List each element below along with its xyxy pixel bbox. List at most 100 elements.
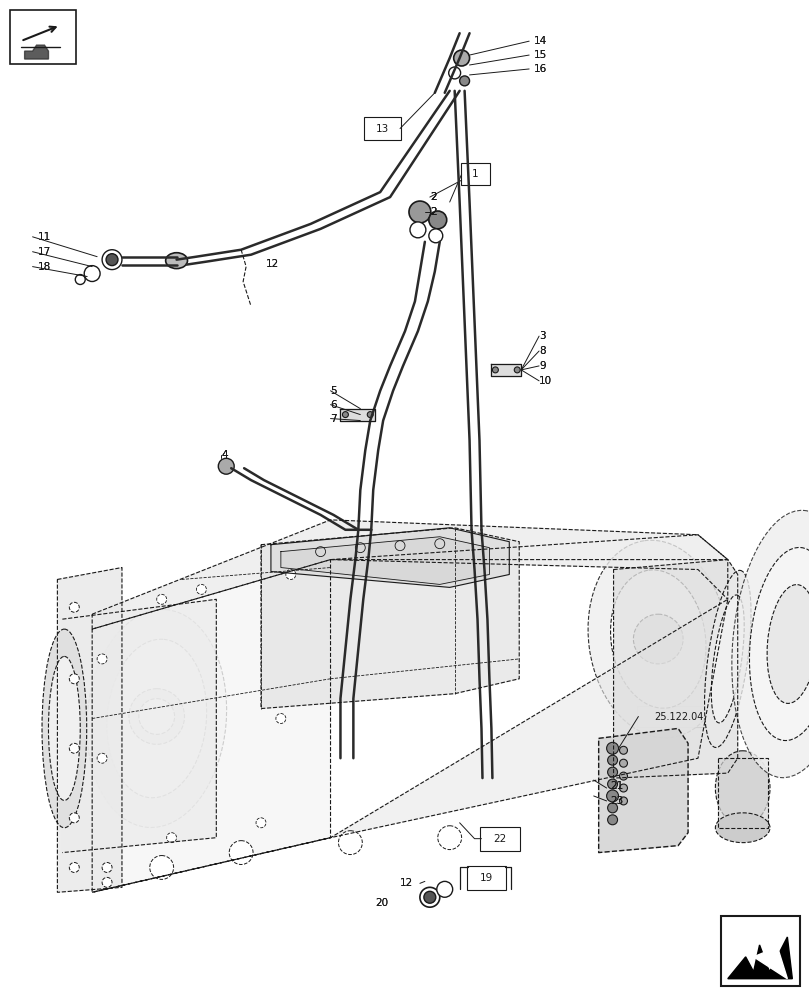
Circle shape [157, 594, 166, 604]
Text: 23: 23 [610, 796, 623, 806]
Polygon shape [727, 937, 792, 979]
Circle shape [459, 76, 469, 86]
Text: 4: 4 [221, 450, 228, 460]
Polygon shape [92, 520, 727, 629]
Polygon shape [271, 528, 508, 587]
Circle shape [428, 211, 446, 229]
Circle shape [606, 742, 618, 754]
Text: 17: 17 [37, 247, 51, 257]
Circle shape [633, 614, 682, 664]
Text: 12: 12 [400, 878, 413, 888]
Text: 3: 3 [539, 331, 545, 341]
Circle shape [129, 689, 184, 744]
Text: 6: 6 [330, 400, 337, 410]
Ellipse shape [42, 629, 87, 828]
Text: 9: 9 [539, 361, 545, 371]
FancyBboxPatch shape [480, 827, 520, 851]
Text: 17: 17 [37, 247, 51, 257]
Ellipse shape [49, 656, 80, 800]
Text: 2: 2 [429, 192, 436, 202]
Text: 23: 23 [610, 796, 623, 806]
Circle shape [102, 250, 122, 270]
Circle shape [607, 803, 617, 813]
Text: 2: 2 [429, 207, 436, 217]
Circle shape [607, 815, 617, 825]
Circle shape [419, 887, 440, 907]
Text: 7: 7 [330, 414, 337, 424]
Ellipse shape [749, 547, 811, 741]
Text: 15: 15 [534, 50, 547, 60]
Polygon shape [717, 758, 766, 828]
Text: 12: 12 [266, 259, 279, 269]
Circle shape [607, 755, 617, 765]
Polygon shape [260, 528, 518, 709]
Circle shape [367, 412, 373, 418]
Text: 21: 21 [610, 781, 623, 791]
Circle shape [409, 201, 431, 223]
Circle shape [513, 367, 520, 373]
Circle shape [196, 584, 206, 594]
Polygon shape [491, 364, 521, 376]
Circle shape [436, 881, 452, 897]
Text: 12: 12 [400, 878, 413, 888]
Circle shape [338, 831, 362, 855]
Ellipse shape [766, 585, 811, 703]
Circle shape [84, 266, 100, 282]
Ellipse shape [165, 253, 187, 269]
Text: 3: 3 [539, 331, 545, 341]
FancyBboxPatch shape [364, 117, 401, 140]
Polygon shape [92, 560, 330, 892]
Text: 9: 9 [539, 361, 545, 371]
FancyBboxPatch shape [10, 10, 76, 64]
Text: 22: 22 [493, 834, 506, 844]
Circle shape [97, 654, 107, 664]
Circle shape [448, 67, 460, 79]
Circle shape [102, 863, 112, 872]
Ellipse shape [87, 609, 226, 827]
Text: 15: 15 [534, 50, 547, 60]
Circle shape [410, 222, 425, 238]
Ellipse shape [714, 813, 769, 843]
Ellipse shape [704, 570, 750, 747]
FancyBboxPatch shape [720, 916, 800, 986]
Text: 21: 21 [610, 781, 623, 791]
Text: 16: 16 [534, 64, 547, 74]
Ellipse shape [714, 751, 769, 825]
Circle shape [218, 458, 234, 474]
Text: 7: 7 [330, 414, 337, 424]
Circle shape [69, 813, 79, 823]
Polygon shape [340, 409, 375, 421]
FancyBboxPatch shape [637, 706, 720, 727]
Text: 1: 1 [472, 169, 478, 179]
Circle shape [423, 891, 436, 903]
Polygon shape [24, 45, 49, 59]
Text: 19: 19 [479, 873, 492, 883]
Polygon shape [58, 568, 122, 892]
Circle shape [453, 50, 469, 66]
FancyBboxPatch shape [460, 163, 490, 185]
Circle shape [69, 674, 79, 684]
Text: 14: 14 [534, 36, 547, 46]
Polygon shape [62, 599, 216, 853]
Text: 13: 13 [375, 124, 388, 134]
Circle shape [619, 784, 627, 792]
Text: 5: 5 [330, 386, 337, 396]
Text: 18: 18 [37, 262, 51, 272]
Circle shape [437, 826, 461, 850]
Text: 25.122.04: 25.122.04 [654, 712, 703, 722]
Circle shape [229, 841, 253, 864]
Text: 8: 8 [539, 346, 545, 356]
Text: 4: 4 [221, 450, 228, 460]
Text: 10: 10 [539, 376, 551, 386]
Circle shape [342, 412, 348, 418]
Circle shape [75, 275, 85, 284]
Circle shape [491, 367, 498, 373]
Text: 8: 8 [539, 346, 545, 356]
Text: 10: 10 [539, 376, 551, 386]
Text: 2: 2 [429, 207, 436, 217]
Ellipse shape [610, 570, 705, 708]
Polygon shape [281, 537, 489, 584]
Text: 12: 12 [266, 259, 279, 269]
Text: 5: 5 [330, 386, 337, 396]
Circle shape [619, 759, 627, 767]
